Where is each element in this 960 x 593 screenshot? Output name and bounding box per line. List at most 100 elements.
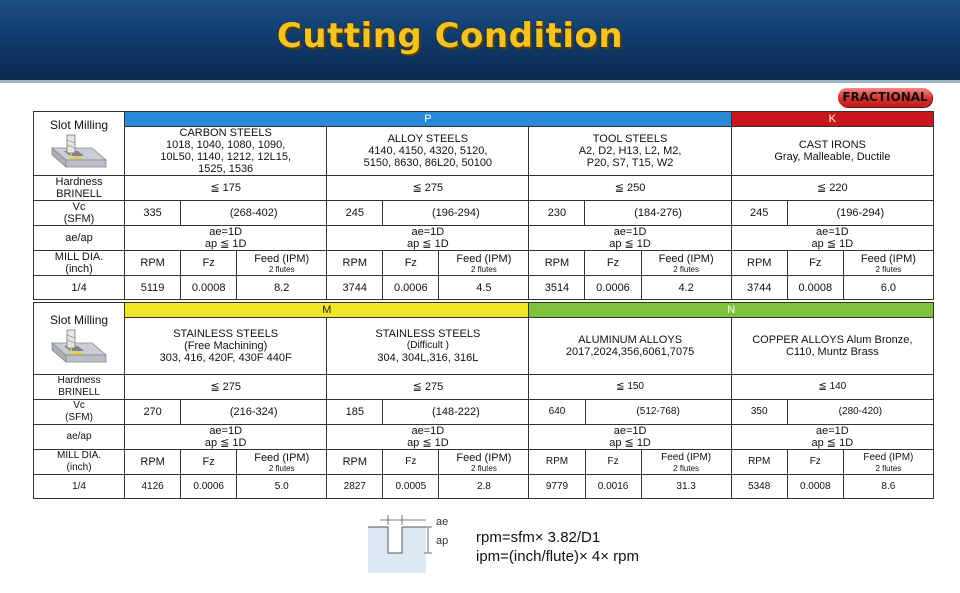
aeap-value: ae=1D ap ≦ 1D <box>730 424 935 450</box>
material-stainless-free: STAINLESS STEELS (Free Machining) 303, 416… <box>124 317 328 375</box>
hardness-label: Hardness BRINELL <box>32 374 126 400</box>
feed-value: 8.2 <box>236 275 328 300</box>
aeap-value: ae=1D ap ≦ 1D <box>326 424 530 450</box>
col-rpm: RPM <box>326 449 384 475</box>
rpm-value: 9779 <box>528 474 586 499</box>
row-dia: 1/4 <box>32 275 126 300</box>
col-fz: Fz <box>382 250 440 276</box>
col-rpm: RPM <box>124 250 182 276</box>
col-fz: Fz <box>584 250 642 276</box>
col-rpm: RPM <box>326 250 384 276</box>
col-feed: Feed (IPM) 2 flutes <box>236 250 328 276</box>
vc-range: (280-420) <box>786 399 935 425</box>
feed-value: 2.8 <box>438 474 530 499</box>
cutting-table-steels: Slot Milling P K CARBON STEELS 1018, 1040… <box>32 111 935 300</box>
vc-value: 335 <box>124 200 182 226</box>
rpm-formula: rpm=sfm× 3.82/D1 <box>476 529 601 546</box>
vc-label: Vc (SFM) <box>32 200 126 226</box>
material-cast-irons: CAST IRONS Gray, Malleable, Ductile <box>730 126 935 176</box>
vc-value: 245 <box>730 200 788 226</box>
group-header-k: K <box>730 111 935 127</box>
aeap-value: ae=1D ap ≦ 1D <box>124 424 328 450</box>
mill-dia-label: MILL DIA. (inch) <box>32 449 126 475</box>
aeap-value: ae=1D ap ≦ 1D <box>124 225 328 251</box>
col-rpm: RPM <box>528 250 586 276</box>
material-alloy-steels: ALLOY STEELS 4140, 4150, 4320, 5120, 5150… <box>326 126 530 176</box>
hardness-value: ≦ 275 <box>326 175 530 201</box>
aeap-label: ae/ap <box>32 225 126 251</box>
cutting-table-stainless-nonferrous: Slot Milling M N STAINLESS STEELS (Free M… <box>32 302 935 499</box>
vc-value: 270 <box>124 399 182 425</box>
table-row: 1/4 5119 0.0008 8.2 3744 0.0006 4.5 3514… <box>32 275 935 300</box>
rpm-value: 4126 <box>124 474 182 499</box>
header-banner <box>0 0 960 80</box>
fz-value: 0.0016 <box>584 474 642 499</box>
aeap-value: ae=1D ap ≦ 1D <box>730 225 935 251</box>
header-divider <box>0 80 960 83</box>
material-carbon-steels: CARBON STEELS 1018, 1040, 1080, 1090, 10L… <box>124 126 328 176</box>
slot-milling-cell: Slot Milling <box>32 302 126 375</box>
hardness-value: ≦ 175 <box>124 175 328 201</box>
col-rpm: RPM <box>730 250 788 276</box>
slot-depth-diagram: ae ap <box>368 515 448 573</box>
col-fz: Fz <box>382 449 440 475</box>
vc-value: 245 <box>326 200 384 226</box>
hardness-value: ≦ 140 <box>730 374 935 400</box>
col-feed: Feed (IPM) 2 flutes <box>842 250 935 276</box>
col-rpm: RPM <box>528 449 586 475</box>
material-copper-alloys: COPPER ALLOYS Alum Bronze, C110, Muntz Br… <box>730 317 935 375</box>
aeap-label: ae/ap <box>32 424 126 450</box>
mill-dia-label: MILL DIA. (inch) <box>32 250 126 276</box>
slot-milling-cell: Slot Milling <box>32 111 126 176</box>
col-rpm: RPM <box>124 449 182 475</box>
slot-milling-icon <box>50 134 108 168</box>
rpm-value: 3744 <box>326 275 384 300</box>
vc-range: (512-768) <box>584 399 732 425</box>
material-tool-steels: TOOL STEELS A2, D2, H13, L2, M2, P20, S7,… <box>528 126 732 176</box>
vc-label: Vc (SFM) <box>32 399 126 425</box>
rpm-value: 5119 <box>124 275 182 300</box>
fz-value: 0.0006 <box>382 275 440 300</box>
fz-value: 0.0006 <box>584 275 642 300</box>
vc-value: 640 <box>528 399 586 425</box>
feed-value: 8.6 <box>842 474 935 499</box>
material-stainless-difficult: STAINLESS STEELS (Difficult ) 304, 304L,31… <box>326 317 530 375</box>
col-fz: Fz <box>180 250 238 276</box>
feed-value: 31.3 <box>640 474 732 499</box>
hardness-value: ≦ 220 <box>730 175 935 201</box>
rpm-value: 3744 <box>730 275 788 300</box>
col-feed: Feed (IPM) 2 flutes <box>438 250 530 276</box>
vc-range: (148-222) <box>382 399 530 425</box>
feed-value: 4.5 <box>438 275 530 300</box>
col-rpm: RPM <box>730 449 788 475</box>
group-header-p: P <box>124 111 732 127</box>
col-feed: Feed (IPM) 2 flutes <box>842 449 935 475</box>
col-feed: Feed (IPM) 2 flutes <box>640 250 732 276</box>
col-feed: Feed (IPM) 2 flutes <box>640 449 732 475</box>
feed-value: 6.0 <box>842 275 935 300</box>
rpm-value: 3514 <box>528 275 586 300</box>
rpm-value: 5348 <box>730 474 788 499</box>
feed-value: 5.0 <box>236 474 328 499</box>
aeap-value: ae=1D ap ≦ 1D <box>528 424 732 450</box>
group-header-n: N <box>528 302 934 318</box>
page-title: Cutting Condition <box>276 16 624 56</box>
ipm-formula: ipm=(inch/flute)× 4× rpm <box>476 548 639 565</box>
row-dia: 1/4 <box>32 474 126 499</box>
vc-range: (196-294) <box>382 200 530 226</box>
col-feed: Feed (IPM) 2 flutes <box>438 449 530 475</box>
feed-value: 4.2 <box>640 275 732 300</box>
col-feed: Feed (IPM) 2 flutes <box>236 449 328 475</box>
material-aluminum-alloys: ALUMINUM ALLOYS 2017,2024,356,6061,7075 <box>528 317 732 375</box>
aeap-value: ae=1D ap ≦ 1D <box>326 225 530 251</box>
table-row: 1/4 4126 0.0006 5.0 2827 0.0005 2.8 9779… <box>32 474 935 499</box>
group-header-m: M <box>124 302 530 318</box>
hardness-value: ≦ 150 <box>528 374 732 400</box>
vc-range: (216-324) <box>180 399 328 425</box>
vc-value: 230 <box>528 200 586 226</box>
hardness-value: ≦ 275 <box>326 374 530 400</box>
fz-value: 0.0006 <box>180 474 238 499</box>
rpm-value: 2827 <box>326 474 384 499</box>
col-fz: Fz <box>180 449 238 475</box>
fz-value: 0.0008 <box>786 474 844 499</box>
